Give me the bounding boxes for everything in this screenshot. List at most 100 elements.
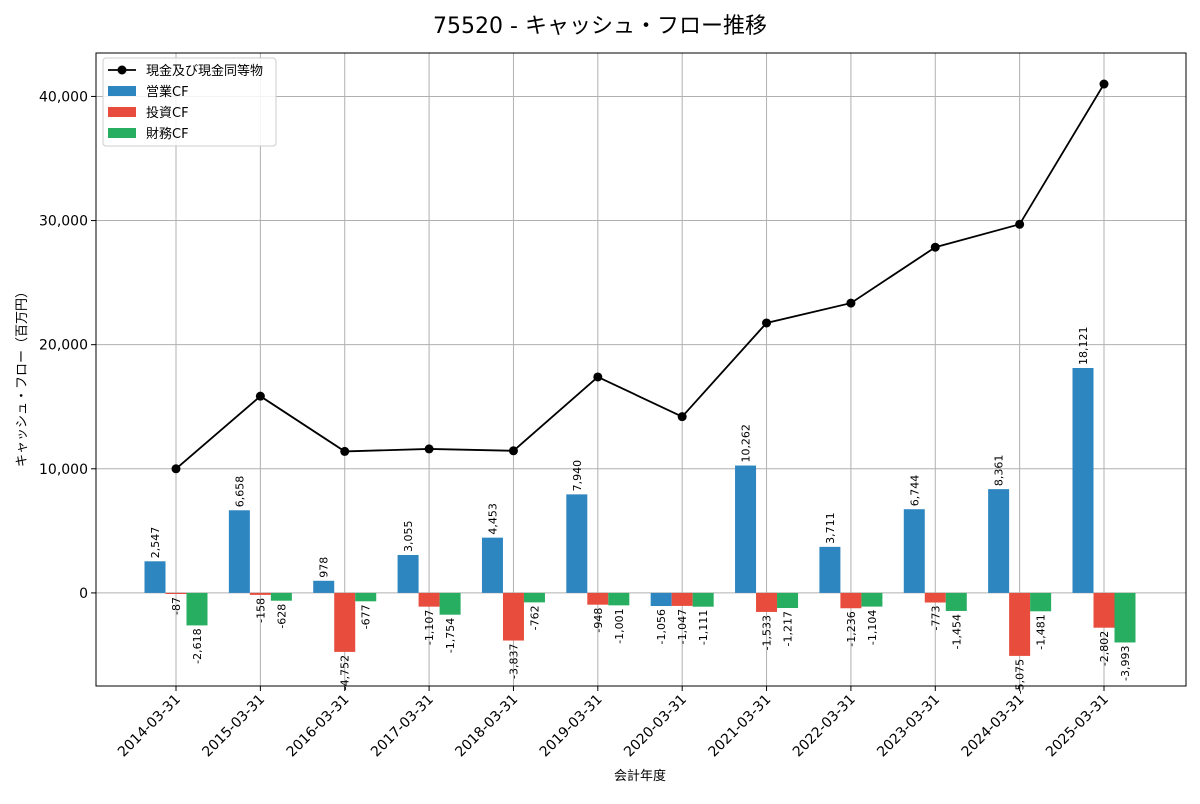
bar-2: [334, 592, 356, 652]
bar-value-label: -1,533: [761, 615, 774, 650]
legend-bar-swatch: [108, 107, 136, 117]
legend-label: 営業CF: [146, 84, 189, 100]
bar-3: [439, 592, 461, 615]
bar-value-label: 10,262: [740, 424, 753, 463]
plot-frame: [95, 52, 1187, 687]
bar-value-label: -3,837: [507, 644, 520, 679]
bar-value-label: 6,658: [233, 476, 246, 508]
cash-line-point: [340, 446, 350, 456]
bar-1: [228, 510, 250, 593]
bar-value-label: -4,752: [339, 655, 352, 690]
y-tick-label: 20,000: [39, 338, 88, 354]
cash-line-path: [175, 83, 1105, 470]
cash-line-point: [846, 298, 856, 308]
bar-value-label: 4,453: [486, 503, 499, 535]
cash-line-point: [255, 391, 265, 401]
legend-bar-swatch: [108, 86, 136, 96]
bars: [144, 367, 1136, 656]
bar-2: [1093, 592, 1115, 628]
chart-title: 75520 - キャッシュ・フロー推移: [433, 14, 767, 39]
bar-3: [355, 592, 377, 602]
legend-line-marker: [117, 65, 127, 75]
bar-3: [608, 592, 630, 606]
bar-1: [819, 546, 841, 593]
cash-line-point: [171, 464, 181, 474]
legend-bar-swatch: [108, 128, 136, 138]
bar-2: [502, 592, 524, 641]
bar-value-label: 8,361: [993, 455, 1006, 487]
bar-value-label: -2,802: [1098, 631, 1111, 666]
bar-1: [144, 561, 166, 593]
cash-line-point: [1099, 79, 1109, 89]
bar-3: [270, 592, 292, 601]
y-tick-label: 40,000: [39, 89, 88, 105]
bar-value-label: -3,993: [1119, 645, 1132, 680]
bar-3: [945, 592, 967, 611]
bar-value-label: -948: [592, 608, 605, 633]
bar-2: [249, 592, 271, 595]
bar-value-label: -1,454: [950, 614, 963, 649]
bar-1: [988, 489, 1010, 593]
bar-1: [481, 537, 503, 593]
bar-value-label: -1,001: [613, 608, 626, 643]
bar-2: [924, 592, 946, 603]
bar-1: [566, 494, 588, 593]
bar-value-label: -1,111: [697, 610, 710, 645]
bar-1: [313, 580, 335, 593]
x-axis-label: 会計年度: [614, 768, 666, 784]
bar-1: [1072, 367, 1094, 593]
bar-value-label: 3,055: [402, 520, 415, 552]
cash-line: [171, 79, 1109, 474]
grid: [96, 53, 1186, 686]
cash-line-point: [762, 318, 772, 328]
bar-1: [650, 592, 672, 607]
bar-2: [587, 592, 609, 605]
bar-1: [903, 509, 925, 593]
bar-1: [397, 554, 419, 593]
bar-value-label: -1,107: [423, 610, 436, 645]
y-tick-label: 30,000: [39, 214, 88, 230]
bar-value-label: -762: [528, 605, 541, 630]
bar-value-label: -1,754: [444, 618, 457, 653]
bar-3: [777, 592, 799, 609]
legend-box: [102, 57, 277, 147]
bar-1: [735, 465, 757, 593]
bar-value-label: -628: [275, 604, 288, 629]
bar-value-label: 2,547: [149, 527, 162, 559]
bar-2: [1009, 592, 1031, 656]
bar-value-label: 3,711: [824, 512, 837, 544]
bar-value-label: 7,940: [571, 460, 584, 492]
bar-value-label: -1,236: [845, 611, 858, 646]
bar-value-label: -773: [929, 606, 942, 631]
bar-value-label: -677: [360, 604, 373, 629]
bar-value-label: -158: [254, 598, 267, 623]
bar-3: [186, 592, 208, 626]
bar-value-label: -1,047: [676, 609, 689, 644]
y-tick-label: 0: [79, 586, 88, 602]
bar-value-label: 18,121: [1077, 326, 1090, 365]
bar-value-label: 978: [318, 557, 331, 578]
bar-2: [165, 592, 187, 594]
cash-line-point: [424, 444, 434, 454]
bar-value-label: -1,217: [782, 611, 795, 646]
y-axis-label: キャッシュ・フロー（百万円）: [15, 285, 30, 467]
bar-value-label: 6,744: [908, 475, 921, 507]
bar-3: [692, 592, 714, 607]
cash-line-point: [508, 446, 518, 456]
cash-line-point: [593, 372, 603, 382]
cash-line-point: [930, 242, 940, 252]
bar-value-label: -2,618: [191, 628, 204, 663]
legend-label: 財務CF: [146, 127, 189, 142]
legend-label: 投資CF: [146, 105, 189, 121]
bar-2: [840, 592, 862, 609]
bar-2: [671, 592, 693, 606]
bar-value-label: -1,056: [655, 609, 668, 644]
bar-2: [418, 592, 440, 607]
data-labels: 2,547 6,658 978 3,055 4,453 7,940 -1,056 10,262…: [149, 326, 1132, 694]
bar-3: [523, 592, 545, 603]
cash-line-point: [677, 412, 687, 422]
bar-value-label: -87: [170, 597, 183, 615]
